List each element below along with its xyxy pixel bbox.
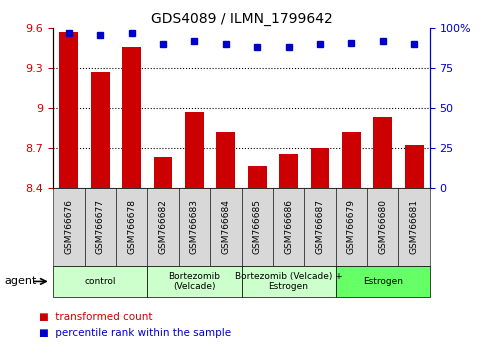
Text: GSM766685: GSM766685: [253, 199, 262, 254]
Bar: [59, 32, 78, 188]
Text: GSM766681: GSM766681: [410, 199, 419, 254]
Bar: [248, 166, 267, 188]
Bar: [91, 72, 110, 188]
Bar: [405, 145, 424, 188]
Bar: [311, 148, 329, 188]
Text: ■  percentile rank within the sample: ■ percentile rank within the sample: [39, 328, 231, 338]
Bar: [216, 132, 235, 188]
Title: GDS4089 / ILMN_1799642: GDS4089 / ILMN_1799642: [151, 12, 332, 26]
Text: GSM766676: GSM766676: [64, 199, 73, 254]
Text: Estrogen: Estrogen: [363, 277, 403, 286]
Text: GSM766678: GSM766678: [127, 199, 136, 254]
Text: GSM766680: GSM766680: [378, 199, 387, 254]
Bar: [154, 157, 172, 188]
Text: Bortezomib (Velcade) +
Estrogen: Bortezomib (Velcade) + Estrogen: [235, 272, 342, 291]
Bar: [279, 154, 298, 188]
Bar: [122, 47, 141, 188]
Bar: [342, 132, 361, 188]
Text: GSM766687: GSM766687: [315, 199, 325, 254]
Text: GSM766684: GSM766684: [221, 199, 230, 254]
Text: ■  transformed count: ■ transformed count: [39, 312, 152, 322]
Text: agent: agent: [5, 276, 37, 286]
Text: GSM766682: GSM766682: [158, 199, 168, 254]
Text: GSM766677: GSM766677: [96, 199, 105, 254]
Text: GSM766679: GSM766679: [347, 199, 356, 254]
Text: Bortezomib
(Velcade): Bortezomib (Velcade): [169, 272, 220, 291]
Bar: [185, 112, 204, 188]
Bar: [373, 117, 392, 188]
Text: GSM766686: GSM766686: [284, 199, 293, 254]
Text: GSM766683: GSM766683: [190, 199, 199, 254]
Text: control: control: [85, 277, 116, 286]
